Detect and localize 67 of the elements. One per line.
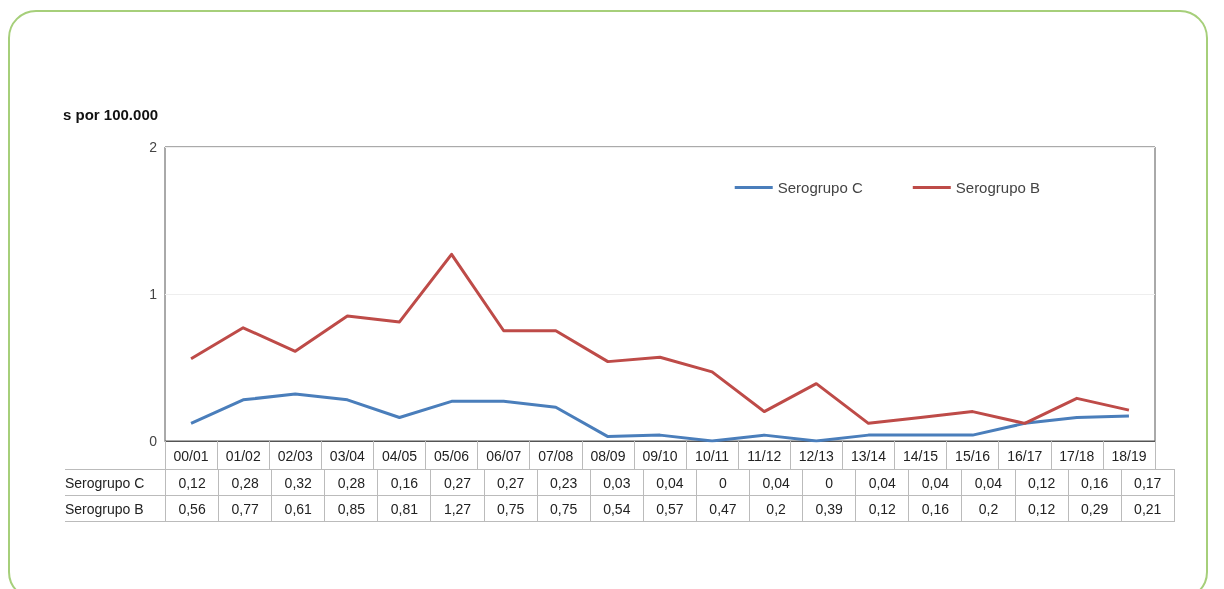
text: Serogrupo C (65, 474, 145, 491)
line-series (189, 392, 1131, 443)
y-tick-label: 0 (149, 433, 158, 449)
data-label: 0,04 (908, 469, 962, 496)
x-tick-label: 16/17 (1007, 448, 1043, 464)
data-label: 0,2 (749, 495, 803, 522)
data-label: 0,77 (218, 495, 272, 522)
x-tick-label: 07/08 (538, 448, 574, 464)
data-label: 0,17 (1121, 469, 1175, 496)
data-label: 0,12 (855, 495, 909, 522)
data-label: 0 (802, 469, 856, 496)
x-tick-label: 09/10 (642, 448, 678, 464)
y-axis-title: s por 100.000 (63, 106, 159, 123)
x-tick-label: 00/01 (173, 448, 209, 464)
data-label: 0,47 (696, 495, 750, 522)
x-tick-label: 13/14 (850, 448, 887, 464)
x-tick-label: 08/09 (590, 448, 626, 464)
x-tick-label: 04/05 (381, 448, 418, 464)
data-label: 0,04 (643, 469, 697, 496)
data-label: 0,57 (643, 495, 697, 522)
x-tick-label: 18/19 (1111, 448, 1147, 464)
data-label: 0,04 (749, 469, 803, 496)
line-series (189, 252, 1131, 425)
data-label: 0,16 (908, 495, 962, 522)
x-tick-label: 02/03 (277, 448, 313, 464)
x-tick-label: 05/06 (434, 448, 470, 464)
y-tick-label: 1 (149, 286, 158, 302)
x-tick-label: 11/12 (747, 448, 782, 464)
data-label: 0,56 (165, 495, 219, 522)
data-label: 0,03 (590, 469, 644, 496)
data-label: 0,28 (218, 469, 272, 496)
data-label: 0,85 (324, 495, 378, 522)
data-label: 0,12 (165, 469, 219, 496)
data-label: 0,16 (1068, 469, 1122, 496)
data-label: 0,16 (377, 469, 431, 496)
data-label: 0 (696, 469, 750, 496)
y-tick-label: 2 (149, 139, 158, 155)
text: Serogrupo B (65, 500, 144, 517)
legend-label: Serogrupo B (955, 179, 1041, 196)
data-label: 0,39 (802, 495, 856, 522)
data-label: 0,75 (537, 495, 591, 522)
x-tick-label: 14/15 (903, 448, 939, 464)
data-label: 0,28 (324, 469, 378, 496)
x-tick-label: 06/07 (486, 448, 522, 464)
x-tick-label: 12/13 (798, 448, 835, 464)
x-tick-label: 10/11 (695, 448, 730, 464)
data-label: 0,75 (484, 495, 538, 522)
data-label: 0,21 (1121, 495, 1175, 522)
data-label: 0,2 (961, 495, 1015, 522)
x-tick-label: 17/18 (1059, 448, 1095, 464)
data-label: 0,04 (961, 469, 1015, 496)
data-label: 1,27 (430, 495, 485, 522)
x-tick-label: 01/02 (225, 448, 261, 464)
data-label: 0,23 (537, 469, 591, 496)
x-tick-label: 03/04 (329, 448, 366, 464)
data-label: 0,32 (271, 469, 325, 496)
data-label: 0,04 (855, 469, 909, 496)
data-label: 0,29 (1068, 495, 1122, 522)
legend-label: Serogrupo C (777, 179, 863, 196)
data-label: 0,12 (1015, 495, 1069, 522)
data-label: 0,27 (430, 469, 485, 496)
data-label: 0,61 (271, 495, 325, 522)
data-label: 0,81 (377, 495, 431, 522)
x-tick-label: 15/16 (955, 448, 991, 464)
data-label: 0,54 (590, 495, 644, 522)
data-label: 0,27 (484, 469, 538, 496)
data-label: 0,12 (1015, 469, 1069, 496)
